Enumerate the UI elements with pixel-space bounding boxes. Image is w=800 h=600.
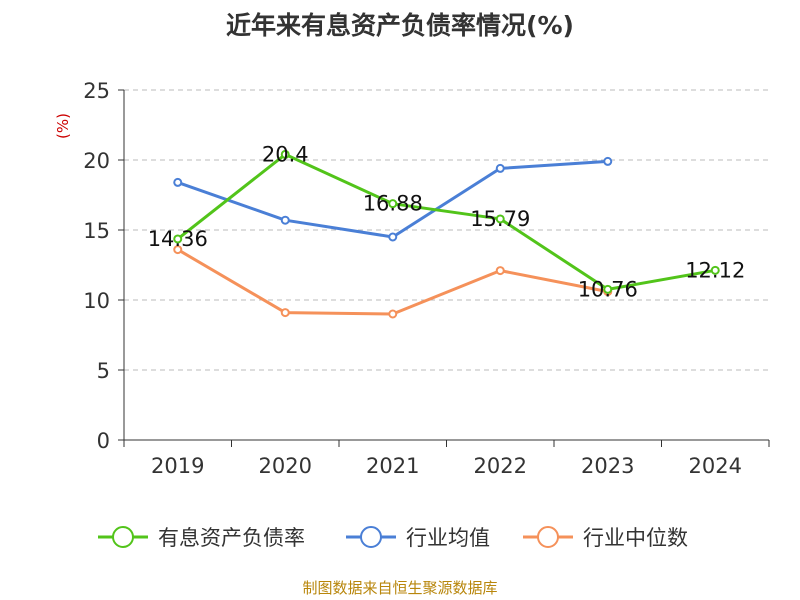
series-lines	[173, 149, 720, 319]
data-point	[173, 177, 183, 187]
data-point	[495, 266, 505, 276]
x-tick-label: 2021	[366, 454, 419, 478]
data-point	[280, 149, 290, 159]
x-tick-label: 2020	[259, 454, 312, 478]
data-point	[603, 156, 613, 166]
data-point	[173, 245, 183, 255]
legend-label: 行业中位数	[583, 526, 688, 550]
chart-title: 近年来有息资产负债率情况(%)	[226, 11, 574, 40]
data-point	[280, 308, 290, 318]
legend-label: 有息资产负债率	[158, 526, 305, 550]
data-labels: 14.36 20.4 16.88 15.79 10.76 12.12	[148, 142, 746, 301]
data-point	[495, 163, 505, 173]
y-tick-label: 20	[83, 149, 110, 173]
data-point	[710, 265, 720, 275]
data-label: 16.88	[363, 192, 423, 216]
y-unit-label: (%)	[54, 113, 72, 139]
legend-marker	[537, 526, 559, 548]
data-point	[388, 309, 398, 319]
data-label: 15.79	[470, 207, 530, 231]
data-point	[388, 199, 398, 209]
data-point	[603, 284, 613, 294]
data-label: 12.12	[685, 258, 745, 282]
data-point	[173, 234, 183, 244]
x-tick-label: 2022	[474, 454, 527, 478]
axes: 0 5 10 15 20 25 (%) 2019 2020 2021 2022 2023 2024	[54, 79, 770, 478]
grid-lines	[124, 89, 769, 371]
series-line	[176, 152, 716, 291]
y-tick-label: 0	[97, 429, 110, 453]
x-tick-label: 2019	[151, 454, 204, 478]
source-note: 制图数据来自恒生聚源数据库	[302, 579, 498, 597]
data-point	[388, 232, 398, 242]
series-line	[176, 248, 609, 316]
x-tick-label: 2023	[581, 454, 634, 478]
y-tick-label: 15	[83, 219, 110, 243]
data-label: 20.4	[262, 142, 309, 166]
data-label: 14.36	[148, 227, 208, 251]
y-tick-label: 10	[83, 289, 110, 313]
legend: 有息资产负债率 行业均值 行业中位数	[98, 526, 688, 550]
y-tick-label: 25	[83, 79, 110, 103]
legend-label: 行业均值	[406, 526, 490, 550]
data-label: 10.76	[578, 277, 638, 301]
data-point	[495, 214, 505, 224]
legend-marker	[360, 526, 382, 548]
y-tick-label: 5	[97, 359, 110, 383]
legend-marker	[112, 526, 134, 548]
x-tick-label: 2024	[689, 454, 742, 478]
data-point	[280, 215, 290, 225]
